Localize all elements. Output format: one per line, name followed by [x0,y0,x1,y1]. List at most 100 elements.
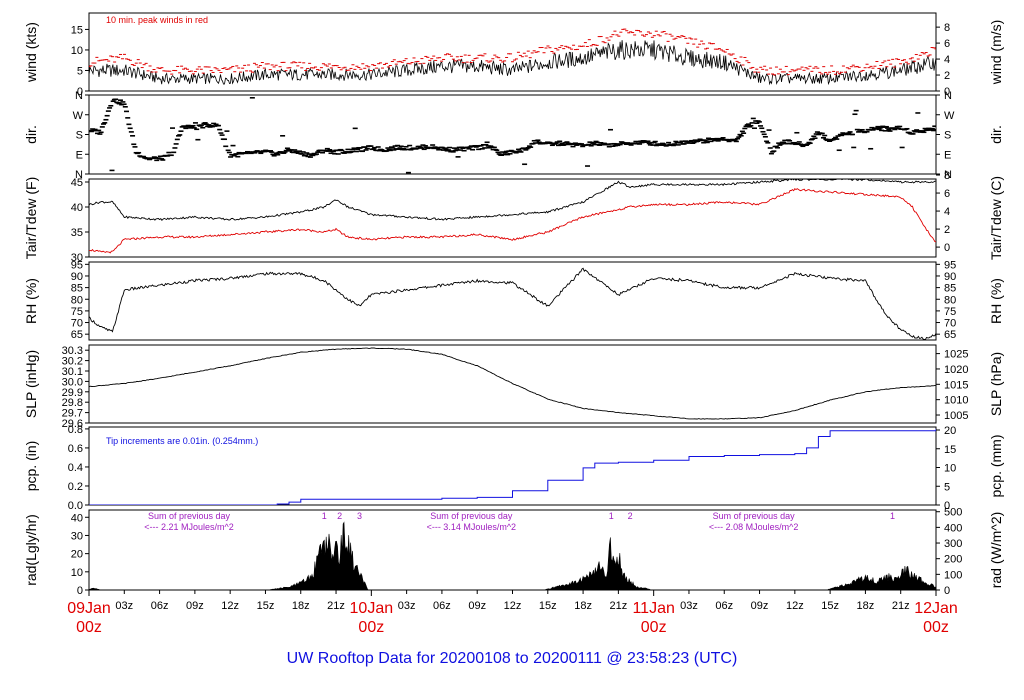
y-axis-label-right: RH (%) [988,278,1004,324]
y-axis-label-right: Tair/Tdew (C) [988,176,1004,260]
tip-increment-note: Tip increments are 0.01in. (0.254mm.) [106,436,258,446]
panel-radiation: rad(Lgly/hr) rad (W/m^2)01020304001002003… [23,507,1004,597]
y-tick-label-right: 0 [944,585,950,597]
x-date-label: 09Jan [67,600,111,617]
y-axis-label-left: dir. [23,125,39,144]
y-tick-label-left: 85 [71,283,83,295]
y-tick-label-left: N [75,90,83,102]
y-tick-label-left: 30.1 [62,366,83,378]
x-tick-label: 06z [151,600,169,612]
plot-area [89,179,936,254]
x-date-label: 10Jan [350,600,394,617]
y-tick-label-right: 0 [944,500,950,512]
y-tick-label-right: 1010 [944,395,968,407]
y-tick-label-left: 75 [71,306,83,318]
y-tick-label-left: S [76,130,83,142]
y-tick-label-right: 400 [944,522,962,534]
x-axis: 03z 06z 09z 12z 15z 18z 21z 03z 06z 09z 12z 15z 18z 2… [67,590,958,636]
plot-area [89,521,936,590]
x-date-time-label: 00z [76,619,102,636]
y-tick-label-left: 65 [71,329,83,341]
x-date-time-label: 00z [641,619,667,636]
radiation-peak-marker: 1 [890,511,895,521]
y-tick-label-right: 65 [944,329,956,341]
y-tick-label-left: E [76,149,83,161]
footer-title: UW Rooftop Data for 20200108 to 20200111… [0,650,1024,668]
panel-frame [88,178,937,258]
y-axis-label-right: pcp. (mm) [988,435,1004,498]
y-tick-label-right: 300 [944,538,962,550]
y-tick-label-right: 1020 [944,364,968,376]
x-tick-label: 15z [257,600,275,612]
plot-area [89,28,936,86]
y-tick-label-right: S [944,130,951,142]
y-tick-label-right: 95 [944,259,956,271]
y-tick-label-left: 29.7 [62,408,83,420]
y-tick-label-left: 10 [71,567,83,579]
footer-start-date: 20200108 [439,650,511,667]
x-date-label: 11Jan [632,600,674,617]
radiation-peak-marker: 2 [628,511,633,521]
y-axis-label-left: wind (kts) [23,22,39,83]
radiation-sum-title: Sum of previous day [713,511,796,521]
y-tick-label-right: 1005 [944,410,968,422]
y-tick-label-right: 90 [944,271,956,283]
y-tick-label-right: 0 [944,242,950,254]
y-tick-label-left: 30.0 [62,376,83,388]
y-tick-label-right: 500 [944,507,962,519]
y-tick-label-left: 30.2 [62,356,83,368]
x-tick-label: 21z [327,600,345,612]
y-tick-label-right: 80 [944,294,956,306]
y-tick-label-left: W [73,110,84,122]
radiation-peak-marker: 3 [357,511,362,521]
y-tick-label-right: 8 [944,22,950,34]
y-tick-label-right: 0 [944,86,950,98]
y-tick-label-left: 30 [71,530,83,542]
y-tick-label-right: 75 [944,306,956,318]
panel-frame [88,426,937,506]
y-tick-label-left: 15 [71,24,83,36]
series-line-precip [89,428,936,505]
plot-area [89,347,936,420]
y-tick-label-left: 29.8 [62,397,83,409]
panel-precipitation: pcp. (in) pcp. (mm) 0.0 0.2 0.4 0.6 0.8 0 5 10 15 2… [23,424,1004,512]
y-tick-label-left: 29.6 [62,418,83,430]
x-tick-label: 18z [857,600,875,612]
y-tick-label-left: 80 [71,294,83,306]
y-tick-label-right: 6 [944,38,950,50]
series-area-radiation [89,521,936,590]
radiation-sum-value: <--- 2.21 MJoules/m^2 [144,522,234,532]
x-tick-label: 12z [221,600,239,612]
y-tick-label-left: 90 [71,271,83,283]
radiation-sum-title: Sum of previous day [148,511,231,521]
footer-end-date: 20200111 [533,650,602,667]
y-tick-label-right: 20 [944,425,956,437]
y-tick-label-right: N [944,169,952,181]
y-axis-label-right: wind (m/s) [988,20,1004,86]
y-tick-label-right: 4 [944,206,950,218]
y-tick-label-left: 40 [71,202,83,214]
y-tick-label-left: 0.2 [68,481,83,493]
peak-wind-note: 10 min. peak winds in red [106,15,208,25]
y-tick-label-right: 2 [944,224,950,236]
footer-to: to [515,650,529,667]
y-tick-label-left: 70 [71,318,83,330]
y-tick-label-right: 8 [944,170,950,182]
panel-frame [88,12,937,92]
y-tick-label-left: 0.0 [68,500,83,512]
x-tick-label: 06z [433,600,451,612]
series-line-slp [89,347,936,420]
y-tick-label-right: 100 [944,569,962,581]
y-tick-label-right: 6 [944,188,950,200]
plot-area [89,428,936,505]
y-tick-label-right: 5 [944,481,950,493]
y-tick-label-right: 15 [944,444,956,456]
y-axis-label-left: pcp. (in) [23,441,39,492]
y-tick-label-right: N [944,90,952,102]
y-tick-label-left: 5 [77,65,83,77]
series-line-air-temp [89,179,936,222]
x-tick-label: 21z [892,600,910,612]
x-tick-label: 03z [680,600,698,612]
